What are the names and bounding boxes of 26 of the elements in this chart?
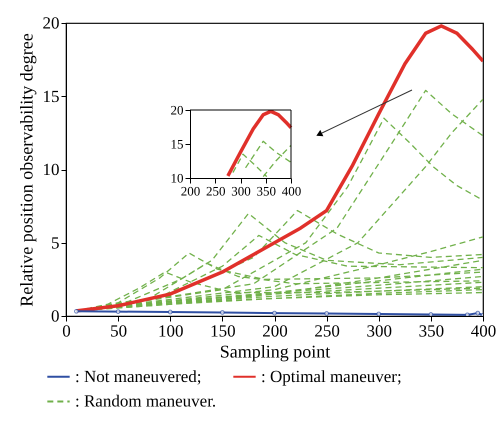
x-tick-label: 250 xyxy=(206,184,226,198)
x-tick-label: 200 xyxy=(180,184,200,198)
x-tick-label: 50 xyxy=(110,322,128,340)
y-tick-label: 0 xyxy=(51,306,60,326)
x-tick-label: 100 xyxy=(158,322,184,340)
y-tick-label: 10 xyxy=(170,170,184,186)
x-tick-label: 300 xyxy=(366,322,392,340)
y-tick-label: 10 xyxy=(42,160,60,179)
x-tick-label: 400 xyxy=(282,184,302,198)
y-tick-label: 20 xyxy=(170,102,184,118)
x-tick-label: 250 xyxy=(314,322,340,340)
x-tick-label: 300 xyxy=(231,184,251,198)
x-tick-label: 350 xyxy=(256,184,276,198)
legend-label: : Not maneuvered; xyxy=(75,366,202,386)
y-axis-title: Relative position observability degree xyxy=(16,33,36,307)
y-tick-label: 20 xyxy=(42,14,60,32)
legend-label: : Optimal maneuver; xyxy=(261,366,402,386)
x-tick-label: 350 xyxy=(418,322,444,340)
x-axis-title: Sampling point xyxy=(220,342,330,362)
y-tick-label: 15 xyxy=(42,86,60,106)
legend-label: : Random maneuver. xyxy=(75,392,216,410)
x-tick-label: 150 xyxy=(210,322,236,340)
x-tick-label: 200 xyxy=(262,322,288,340)
x-tick-label: 400 xyxy=(470,322,496,340)
y-tick-label: 15 xyxy=(170,136,184,152)
y-tick-label: 5 xyxy=(51,233,60,252)
